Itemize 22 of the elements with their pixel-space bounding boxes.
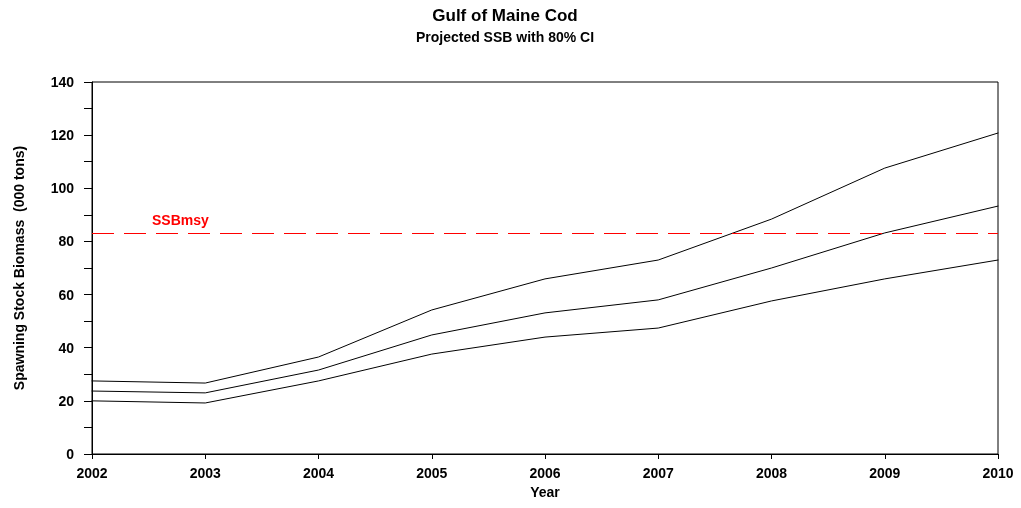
x-tick-label: 2002: [76, 465, 108, 481]
x-tick-label: 2005: [416, 465, 448, 481]
chart-subtitle: Projected SSB with 80% CI: [415, 29, 595, 45]
y-tick-label: 40: [58, 339, 75, 356]
chart-title: Gulf of Maine Cod: [432, 6, 578, 25]
y-tick-label: 140: [50, 74, 75, 90]
x-tick-label: 2010: [982, 465, 1014, 481]
y-tick-label: 60: [58, 286, 75, 303]
x-tick-label: 2004: [302, 465, 335, 481]
y-tick-label: 120: [50, 127, 75, 144]
x-tick-label: 2007: [642, 465, 675, 481]
x-tick-label: 2008: [755, 465, 788, 481]
y-axis-title: Spawning Stock Biomass (000 tons): [11, 145, 27, 391]
x-tick-label: 2009: [869, 465, 901, 481]
x-tick-label: 2003: [189, 465, 222, 481]
ref-line-label: SSBmsy: [152, 212, 210, 229]
y-tick-label: 20: [58, 392, 75, 409]
x-tick-label: 2006: [529, 465, 561, 481]
y-tick-label: 80: [58, 233, 75, 250]
y-tick-label: 100: [50, 180, 75, 197]
x-axis-title: Year: [530, 483, 561, 500]
y-tick-label: 0: [66, 446, 75, 462]
